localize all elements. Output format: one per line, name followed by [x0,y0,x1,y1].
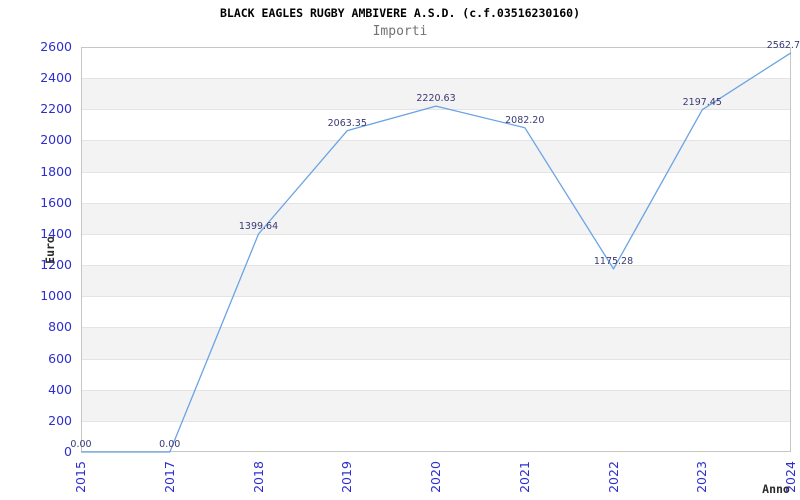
band [82,389,790,421]
x-tick-label: 2021 [516,461,532,493]
gridline [82,420,790,422]
x-axis-title: Anno [762,482,790,496]
band [82,202,790,234]
data-point-label: 2220.63 [416,93,456,105]
y-tick-label: 800 [48,319,72,335]
y-tick-label: 600 [48,350,72,366]
y-axis-title: Euro [43,236,57,264]
x-tick-label: 2020 [428,461,443,493]
data-point-label: 2562.7 [766,39,800,51]
gridline [82,389,790,391]
x-tick-label: 2022 [605,461,621,493]
chart-subtitle: Importi [372,24,428,39]
data-point-label: 0.00 [70,439,92,450]
y-tick-label: 200 [48,412,72,428]
x-tick-label: 2019 [339,461,355,493]
gridline [82,171,790,173]
data-point-label: 0.00 [159,439,181,450]
band [82,265,790,297]
gridline [82,358,790,360]
gridline [82,78,790,80]
gridline [82,265,790,267]
chart-title: BLACK EAGLES RUGBY AMBIVERE A.S.D. (c.f.… [219,6,581,20]
y-tick-label: 400 [48,381,72,397]
gridline [82,233,790,235]
y-tick-label: 1400 [40,225,72,241]
data-point-label: 2082.20 [505,114,545,126]
y-tick-label: 1800 [40,163,72,179]
gridline [82,140,790,142]
y-tick-label: 1600 [40,194,72,210]
data-point-label: 1399.64 [238,220,279,232]
gridline [82,327,790,329]
data-point-label: 2063.35 [327,117,367,129]
band [82,327,790,359]
y-tick-label: 2200 [40,101,72,117]
y-tick-label: 1000 [40,288,72,304]
x-tick-label: 2023 [694,461,710,493]
y-tick-label: 1200 [40,257,72,273]
y-tick-label: 2000 [40,132,72,148]
x-tick-label: 2015 [73,461,88,493]
data-point-label: 1175.28 [593,255,634,267]
band [82,140,790,172]
gridline [82,202,790,204]
y-tick-label: 2600 [40,39,72,54]
gridline [82,296,790,298]
data-point-label: 2197.45 [682,96,722,108]
y-tick-label: 2400 [40,70,72,86]
y-tick-label: 0 [64,444,72,459]
x-tick-label: 2018 [250,461,266,493]
gridline [82,109,790,111]
x-tick-label: 2017 [161,461,177,493]
